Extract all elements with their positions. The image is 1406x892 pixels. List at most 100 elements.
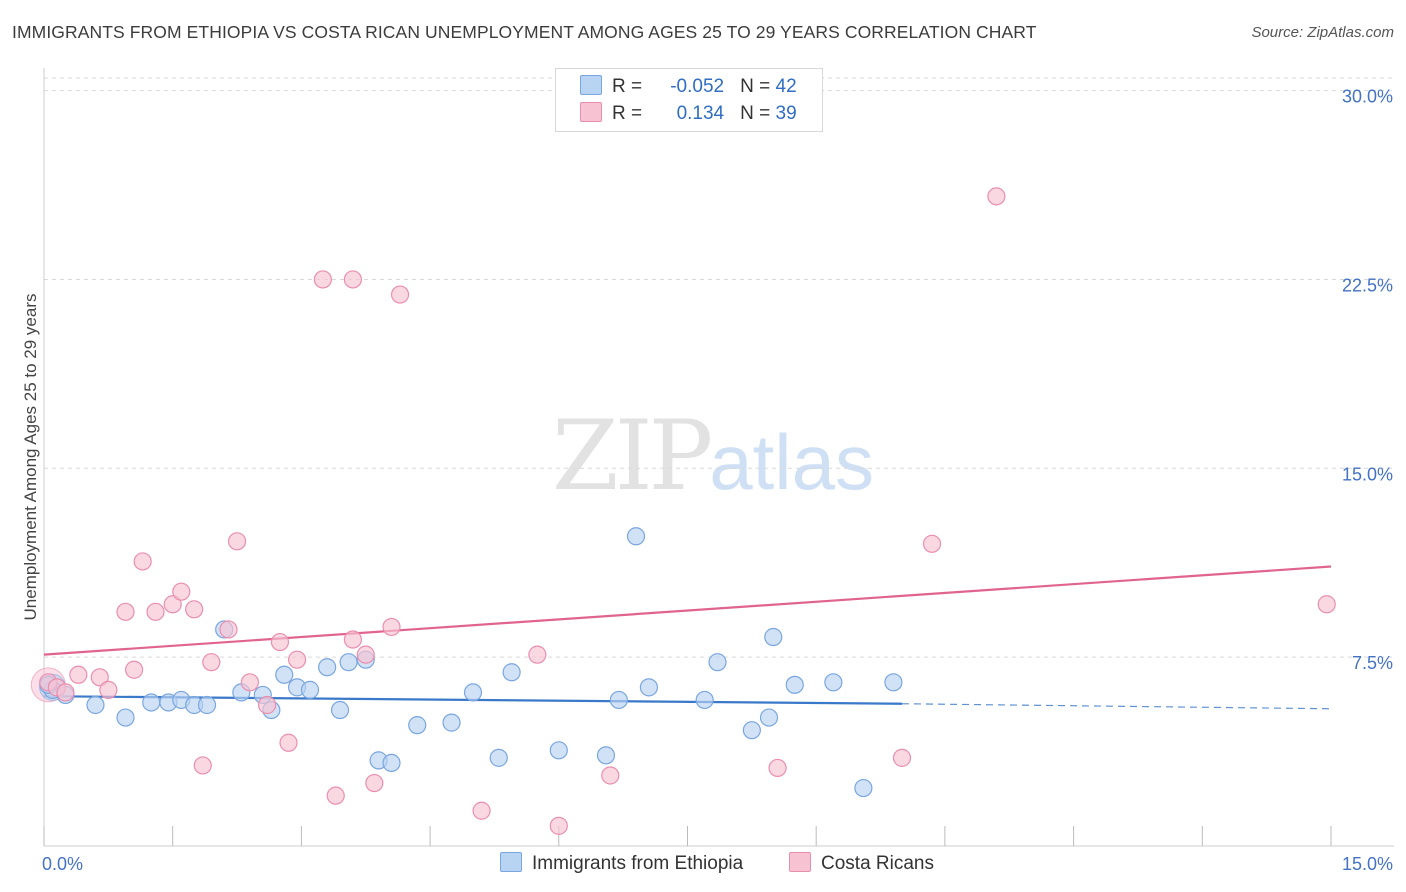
data-point-ethiopia xyxy=(884,673,903,692)
data-point-ethiopia xyxy=(785,675,804,694)
data-point-costa xyxy=(288,650,307,669)
legend-swatch-ethiopia xyxy=(580,75,602,95)
legend-r-label: R = xyxy=(612,103,643,124)
data-point-costa xyxy=(219,620,238,639)
data-point-costa xyxy=(313,270,332,289)
data-point-costa xyxy=(279,733,298,752)
legend-row-ethiopia: R = -0.052 N = 42 xyxy=(580,75,797,99)
data-point-ethiopia xyxy=(408,716,427,735)
data-point-costa xyxy=(257,695,277,715)
data-point-costa xyxy=(1317,595,1336,614)
data-point-costa xyxy=(124,660,144,679)
trend-line-dashed-ethiopia xyxy=(901,703,1332,710)
legend-n-value: 39 xyxy=(775,103,797,124)
data-point-costa xyxy=(356,645,375,664)
data-point-costa xyxy=(390,285,410,304)
y-tick-label: 7.5% xyxy=(1352,653,1393,673)
data-point-ethiopia xyxy=(275,665,294,684)
points-layer xyxy=(30,187,1336,835)
legend-r-label: R = xyxy=(612,76,643,97)
bottom-legend-costa: Costa Ricans xyxy=(789,852,934,875)
watermark: ZIPatlas xyxy=(552,400,874,512)
data-point-ethiopia xyxy=(300,680,320,699)
x-tick-label: 0.0% xyxy=(42,854,83,874)
data-point-ethiopia xyxy=(116,708,135,727)
data-point-costa xyxy=(270,632,290,652)
data-point-costa xyxy=(172,582,191,601)
correlation-legend: R = -0.052 N = 42 R = 0.134 N = 39 xyxy=(555,68,823,132)
legend-n-value: 42 xyxy=(775,76,797,97)
data-point-ethiopia xyxy=(86,695,105,715)
bottom-legend-swatch-costa xyxy=(789,852,811,872)
data-point-ethiopia xyxy=(639,678,658,697)
data-point-ethiopia xyxy=(142,693,161,712)
data-point-ethiopia xyxy=(197,695,217,715)
data-point-costa xyxy=(987,187,1006,206)
data-point-costa xyxy=(549,816,568,835)
data-point-costa xyxy=(528,645,547,664)
data-point-costa xyxy=(202,653,221,672)
data-point-ethiopia xyxy=(382,753,401,773)
data-point-costa xyxy=(90,668,109,687)
data-point-ethiopia xyxy=(742,721,761,740)
data-point-costa xyxy=(163,595,182,614)
data-point-costa xyxy=(343,270,362,289)
data-point-ethiopia xyxy=(759,708,779,727)
data-point-costa xyxy=(343,630,362,649)
data-point-ethiopia xyxy=(824,673,843,692)
data-point-ethiopia xyxy=(549,741,568,760)
data-point-costa xyxy=(133,552,152,571)
watermark-atlas: atlas xyxy=(709,418,874,506)
data-point-costa xyxy=(240,673,260,692)
data-point-ethiopia xyxy=(609,690,628,710)
legend-r-value: 0.134 xyxy=(676,103,725,124)
data-point-costa xyxy=(185,600,204,619)
data-point-costa xyxy=(227,532,247,551)
bottom-legend-label-costa: Costa Ricans xyxy=(821,853,934,874)
legend-r-value: -0.052 xyxy=(670,76,725,97)
data-point-ethiopia xyxy=(330,700,350,720)
data-point-costa xyxy=(922,534,942,553)
data-point-ethiopia xyxy=(489,748,508,767)
axis-layer xyxy=(43,68,1394,847)
y-tick-label: 15.0% xyxy=(1342,464,1393,484)
data-point-costa xyxy=(69,665,88,684)
data-point-ethiopia xyxy=(626,527,646,546)
data-point-costa xyxy=(146,602,165,621)
data-point-ethiopia xyxy=(442,713,461,732)
data-point-ethiopia xyxy=(708,653,727,672)
y-tick-label: 30.0% xyxy=(1342,87,1393,107)
data-point-costa xyxy=(365,773,384,793)
data-point-costa xyxy=(892,748,912,767)
legend-row-costa: R = 0.134 N = 39 xyxy=(580,102,797,126)
data-point-ethiopia xyxy=(339,653,358,672)
data-point-ethiopia xyxy=(463,683,483,702)
bottom-legend-swatch-ethiopia xyxy=(500,852,522,872)
data-point-costa xyxy=(382,617,401,637)
legend-swatch-costa xyxy=(580,102,602,122)
data-point-costa xyxy=(601,766,620,785)
data-point-ethiopia xyxy=(695,690,714,710)
trend-line-costa xyxy=(43,565,1332,656)
label-layer: 7.5% 15.0% 22.5% 30.0% 0.0% 15.0% Unemployment… xyxy=(21,87,1393,874)
data-point-costa xyxy=(768,758,787,778)
data-point-costa xyxy=(326,786,345,805)
data-point-ethiopia xyxy=(764,627,783,647)
legend-n-label: N = xyxy=(740,103,771,124)
watermark-zip: ZIP xyxy=(552,400,713,512)
y-tick-label: 22.5% xyxy=(1342,275,1393,295)
data-point-costa xyxy=(193,756,212,775)
data-point-costa xyxy=(116,602,135,621)
data-point-ethiopia xyxy=(596,746,616,765)
data-point-ethiopia xyxy=(502,663,521,682)
data-point-costa xyxy=(99,680,118,699)
grid-layer xyxy=(44,77,1394,658)
data-point-ethiopia xyxy=(318,658,337,677)
bottom-legend-ethiopia: Immigrants from Ethiopia xyxy=(500,852,743,875)
y-axis-label: Unemployment Among Ages 25 to 29 years xyxy=(21,294,40,621)
legend-n-label: N = xyxy=(740,76,771,97)
data-point-costa xyxy=(472,801,491,820)
x-tick-label: 15.0% xyxy=(1342,854,1393,874)
data-point-ethiopia xyxy=(854,778,873,798)
